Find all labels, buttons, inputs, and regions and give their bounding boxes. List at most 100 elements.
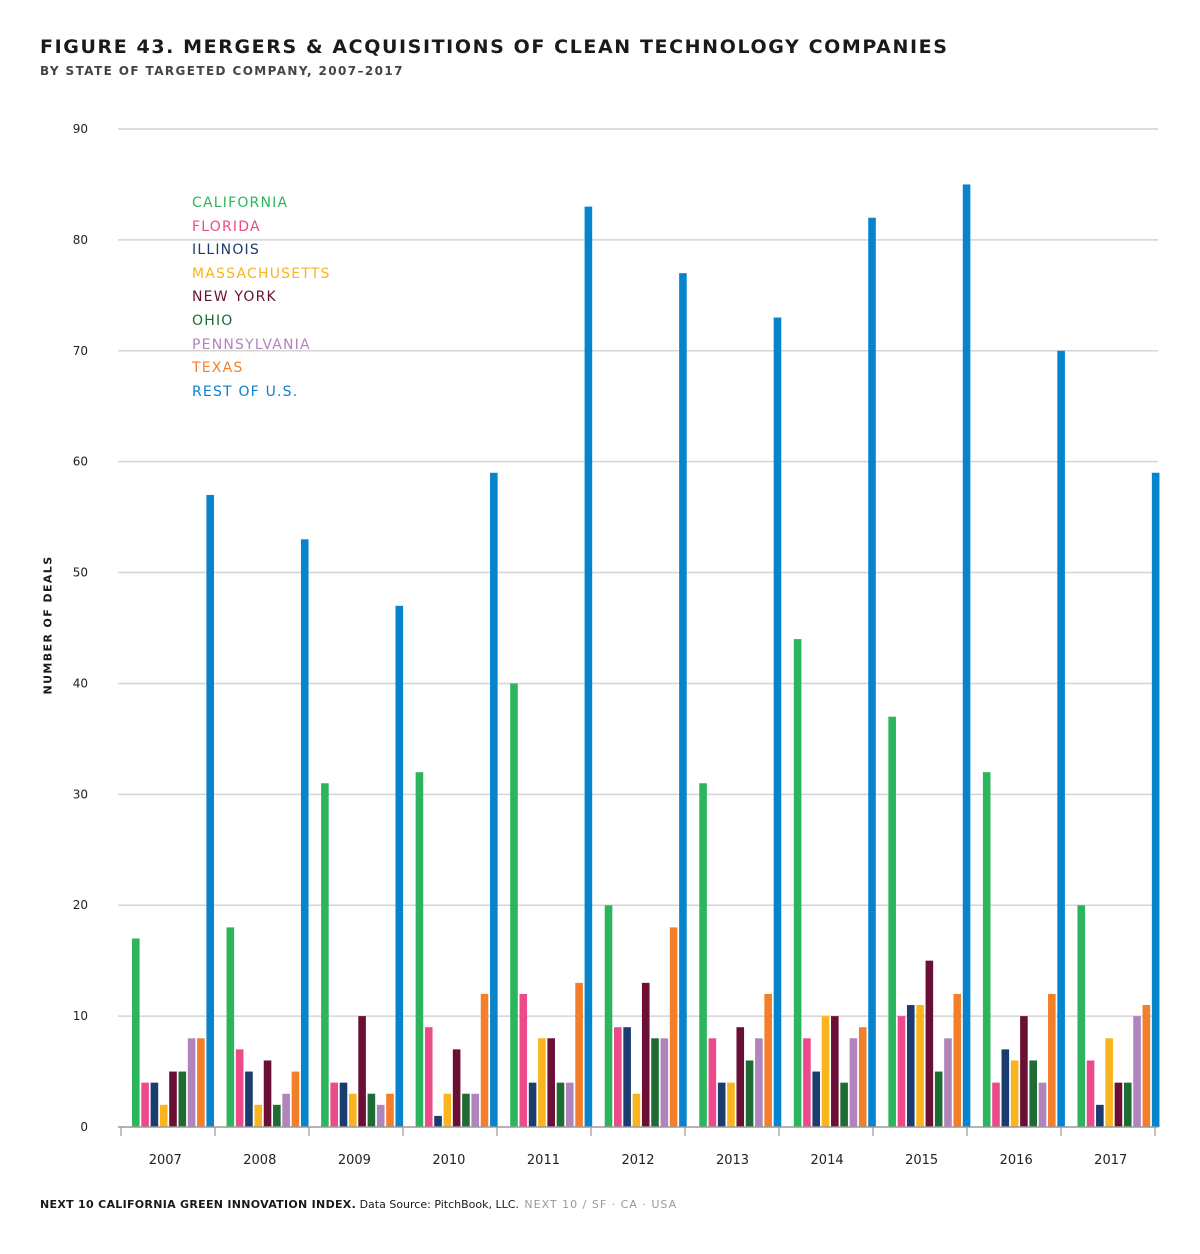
bar-ohio-2015	[934, 1071, 943, 1127]
bar-pennsylvania-2013	[755, 1038, 763, 1127]
bar-california-2009	[321, 783, 329, 1127]
bar-illinois-2010	[434, 1115, 442, 1127]
bar-illinois-2017	[1096, 1104, 1104, 1127]
bar-pennsylvania-2008	[282, 1093, 290, 1127]
bar-massachusetts-2011	[538, 1038, 546, 1127]
bar-florida-2008	[235, 1049, 244, 1127]
y-tick-label: 20	[73, 898, 88, 912]
bar-ohio-2011	[556, 1082, 565, 1127]
x-tick-label: 2015	[905, 1153, 938, 1168]
legend-item-florida: FLORIDA	[192, 218, 261, 235]
legend-item-rest-of-u-s: REST OF U.S.	[192, 383, 299, 400]
legend-item-new-york: NEW YORK	[192, 289, 277, 306]
bar-rest-of-u-s--2007	[206, 494, 214, 1127]
bar-texas-2017	[1142, 1005, 1151, 1127]
bar-california-2011	[510, 683, 518, 1127]
bar-new-york-2009	[358, 1016, 366, 1127]
bar-pennsylvania-2012	[660, 1038, 669, 1127]
x-tick-label: 2011	[527, 1153, 560, 1168]
bar-new-york-2014	[831, 1016, 839, 1127]
bar-massachusetts-2013	[727, 1082, 735, 1127]
bar-massachusetts-2009	[348, 1093, 357, 1127]
legend-item-texas: TEXAS	[192, 360, 244, 377]
y-tick-label: 30	[73, 787, 88, 801]
y-tick-label: 70	[73, 344, 88, 358]
bar-illinois-2009	[339, 1082, 348, 1127]
y-axis-label: NUMBER OF DEALS	[41, 555, 55, 695]
x-tick-label: 2013	[716, 1153, 749, 1168]
bar-new-york-2015	[925, 960, 934, 1127]
footer-brand: NEXT 10 / SF · CA · USA	[524, 1198, 678, 1211]
bar-texas-2008	[291, 1071, 300, 1127]
bar-massachusetts-2014	[821, 1016, 830, 1127]
bar-rest-of-u-s--2016	[1057, 350, 1065, 1127]
bar-florida-2007	[141, 1082, 149, 1127]
bar-florida-2017	[1086, 1060, 1095, 1127]
bar-ohio-2009	[367, 1093, 376, 1127]
bar-rest-of-u-s--2008	[300, 539, 309, 1127]
bar-illinois-2008	[245, 1071, 253, 1127]
bar-pennsylvania-2015	[944, 1038, 952, 1127]
bar-ohio-2012	[651, 1038, 659, 1127]
bar-new-york-2013	[736, 1027, 745, 1127]
y-tick-label: 90	[73, 122, 88, 136]
y-tick-label: 10	[73, 1009, 88, 1023]
chart-subtitle: BY STATE OF TARGETED COMPANY, 2007–2017	[40, 64, 404, 78]
legend: CALIFORNIA FLORIDA ILLINOIS MASSACHUSETTS NE…	[192, 192, 331, 404]
bar-illinois-2014	[812, 1071, 821, 1127]
legend-item-california: CALIFORNIA	[192, 195, 289, 211]
bar-new-york-2008	[263, 1060, 272, 1127]
bar-ohio-2014	[840, 1082, 848, 1127]
footer-source-title: NEXT 10 CALIFORNIA GREEN INNOVATION INDE…	[40, 1198, 357, 1211]
y-tick-label: 40	[73, 676, 88, 690]
bar-texas-2007	[197, 1038, 205, 1127]
bar-new-york-2016	[1020, 1016, 1028, 1127]
x-tick-label: 2008	[243, 1153, 276, 1168]
y-tick-label: 0	[80, 1120, 88, 1134]
bar-illinois-2007	[150, 1082, 159, 1127]
bar-texas-2013	[764, 993, 772, 1127]
bar-texas-2010	[480, 993, 489, 1127]
bar-texas-2015	[953, 993, 962, 1127]
bar-ohio-2017	[1123, 1082, 1132, 1127]
bar-ohio-2008	[273, 1104, 281, 1127]
bar-ohio-2010	[462, 1093, 470, 1127]
bar-pennsylvania-2014	[849, 1038, 858, 1127]
bar-massachusetts-2008	[254, 1104, 263, 1127]
bar-florida-2013	[708, 1038, 717, 1127]
bar-florida-2012	[614, 1027, 622, 1127]
bar-texas-2016	[1048, 993, 1056, 1127]
bar-pennsylvania-2017	[1133, 1016, 1141, 1127]
bar-florida-2011	[519, 993, 528, 1127]
bar-ohio-2013	[745, 1060, 754, 1127]
bar-california-2017	[1077, 905, 1086, 1127]
bar-new-york-2012	[641, 982, 650, 1127]
bar-florida-2009	[330, 1082, 338, 1127]
bar-rest-of-u-s--2017	[1151, 472, 1160, 1127]
bar-illinois-2011	[528, 1082, 537, 1127]
bar-texas-2014	[858, 1027, 867, 1127]
bar-california-2010	[415, 772, 424, 1127]
bar-massachusetts-2007	[159, 1104, 168, 1127]
bar-new-york-2007	[169, 1071, 177, 1127]
bar-rest-of-u-s--2012	[679, 273, 687, 1128]
bar-california-2014	[793, 639, 802, 1127]
x-axis: 2007 2008 2009 2010 2011 2012 2013 2014 2015 2016…	[118, 1126, 1158, 1168]
bar-illinois-2016	[1001, 1049, 1010, 1127]
x-tick-label: 2012	[621, 1153, 654, 1168]
bars	[132, 184, 1160, 1128]
legend-item-pennsylvania: PENNSYLVANIA	[192, 336, 311, 353]
bar-ohio-2007	[178, 1071, 187, 1127]
bar-massachusetts-2015	[916, 1005, 924, 1127]
bar-rest-of-u-s--2014	[868, 217, 876, 1127]
legend-item-ohio: OHIO	[192, 312, 234, 329]
footer-source: Data Source: PitchBook, LLC.	[359, 1198, 519, 1211]
bar-massachusetts-2010	[443, 1093, 452, 1127]
bar-california-2007	[132, 938, 140, 1127]
bar-texas-2009	[386, 1093, 394, 1127]
y-tick-label: 50	[73, 566, 88, 580]
bar-new-york-2010	[452, 1049, 461, 1127]
x-tick-label: 2010	[432, 1153, 465, 1168]
bar-texas-2011	[575, 982, 583, 1127]
